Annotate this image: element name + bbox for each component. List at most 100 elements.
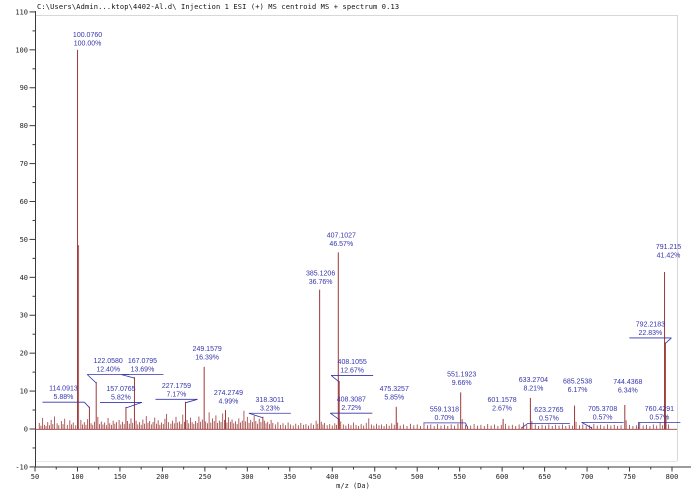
- peak-label-mz: 744.4368: [613, 379, 642, 386]
- peak-label-mz: 318.3011: [256, 397, 285, 404]
- peak-label-mz: 385.1206: [306, 271, 335, 278]
- peak-label-leader-line: [330, 412, 340, 421]
- x-tick-label: 500: [411, 473, 424, 481]
- peak-label: 475.3257 5.85%: [380, 386, 409, 402]
- peak-label-percent: 13.69%: [131, 367, 155, 374]
- x-tick-label: 250: [199, 473, 212, 481]
- peak-label-mz: 475.3257: [380, 386, 409, 393]
- peak-label-leader-line: [185, 398, 198, 404]
- peak-label-leader-line: [121, 374, 135, 379]
- peak-label-percent: 16.39%: [195, 354, 219, 361]
- peak-label: 791.215 41.42%: [656, 244, 681, 260]
- peak-label-percent: 0.57%: [649, 414, 669, 421]
- peak-label-mz: 407.1027: [327, 232, 356, 239]
- y-tick-label: 60: [20, 198, 28, 206]
- x-tick-label: 350: [283, 473, 296, 481]
- peak-label: 744.4368 6.34%: [613, 379, 642, 395]
- peak-label-percent: 7.17%: [167, 391, 187, 398]
- peak-label: 601.1578 2.67%: [488, 397, 517, 413]
- y-tick-label: 80: [20, 122, 28, 130]
- peak-label-mz: 791.215: [656, 244, 681, 251]
- peak-label: 167.0795 13.69%: [128, 358, 157, 374]
- peak-label: 760.4291 0.57%: [645, 406, 674, 422]
- peak-label: 407.1027 46.57%: [327, 232, 356, 248]
- peak-label: 100.0760 100.00%: [73, 32, 102, 48]
- peak-label-mz: 408.3087: [337, 397, 366, 404]
- y-tick-label: -10: [15, 463, 28, 471]
- peak-label: 792.2183 22.83%: [636, 321, 665, 337]
- plot-frame: [35, 15, 678, 462]
- y-tick-label: 110: [15, 8, 28, 16]
- peak-label-mz: 408.1055: [338, 359, 367, 366]
- peak-label-mz: 792.2183: [636, 321, 665, 328]
- peak-label: 122.0580 12.40%: [94, 358, 123, 374]
- peak-label: 551.1923 9.66%: [447, 371, 476, 387]
- x-tick-label: 600: [496, 473, 509, 481]
- peak-label: 633.2704 8.21%: [519, 377, 548, 393]
- peak-label: 318.3011 3.23%: [256, 397, 285, 413]
- peak-label-percent: 6.17%: [568, 387, 588, 394]
- y-tick-label: 30: [20, 312, 28, 320]
- peak-label-mz: 249.1579: [193, 346, 222, 353]
- peak-label: 559.1318 0.70%: [430, 406, 459, 422]
- x-tick-label: 200: [156, 473, 169, 481]
- peak-label-leader-line: [86, 374, 97, 384]
- x-tick-label: 550: [453, 473, 466, 481]
- peak-label-mz: 633.2704: [519, 377, 548, 384]
- peak-label-percent: 100.00%: [74, 40, 102, 47]
- peak-label-leader-line: [665, 337, 672, 344]
- peak-label: 157.0765 5.82%: [106, 386, 135, 402]
- peak-label-mz: 559.1318: [430, 406, 459, 413]
- peak-label-percent: 41.42%: [657, 252, 681, 259]
- peak-label-percent: 3.23%: [260, 405, 280, 412]
- y-tick-label: 90: [20, 84, 28, 92]
- y-tick-label: 40: [20, 274, 28, 282]
- peak-label-percent: 5.88%: [54, 394, 74, 401]
- y-tick-label: 100: [15, 46, 28, 54]
- peak-label-mz: 274.2749: [214, 390, 243, 397]
- peak-label-mz: 601.1578: [488, 397, 517, 404]
- peak-label-mz: 705.3708: [588, 406, 617, 413]
- peak-label-percent: 2.72%: [341, 405, 361, 412]
- peak-label-leader-line: [581, 421, 592, 429]
- peak-label: 408.3087 2.72%: [337, 397, 366, 413]
- peak-label-leader-line: [248, 412, 263, 419]
- y-tick-label: 50: [20, 236, 28, 244]
- peak-label: 623.2765 0.57%: [534, 407, 563, 423]
- peak-label-mz: 551.1923: [447, 371, 476, 378]
- peak-label-mz: 122.0580: [94, 358, 123, 365]
- x-axis-title: m/z (Da): [336, 482, 370, 490]
- peak-label-percent: 22.83%: [639, 330, 663, 337]
- peak-label-percent: 36.76%: [309, 279, 333, 286]
- peak-label: 227.1759 7.17%: [162, 383, 191, 399]
- peak-label: 705.3708 0.57%: [588, 406, 617, 422]
- x-tick-label: 300: [241, 473, 254, 481]
- peak-label-percent: 4.99%: [219, 399, 239, 406]
- peak-label-percent: 2.67%: [492, 405, 512, 412]
- peak-label: 385.1206 36.76%: [306, 271, 335, 287]
- peak-label-leader-line: [521, 423, 529, 429]
- x-tick-label: 400: [326, 473, 339, 481]
- x-tick-label: 450: [368, 473, 381, 481]
- x-tick-label: 100: [71, 473, 84, 481]
- x-tick-label: 700: [581, 473, 594, 481]
- peak-label-percent: 12.40%: [96, 366, 120, 373]
- peak-label-percent: 0.70%: [434, 415, 454, 422]
- y-tick-label: 0: [24, 426, 28, 434]
- peak-label-percent: 5.82%: [111, 394, 131, 401]
- peak-label-mz: 760.4291: [645, 406, 674, 413]
- peak-label: 274.2749 4.99%: [214, 390, 243, 406]
- peak-label-percent: 9.66%: [452, 380, 472, 387]
- peak-label: 408.1055 12.67%: [338, 359, 367, 375]
- peak-label-mz: 114.0913: [49, 386, 78, 393]
- y-tick-label: 70: [20, 160, 28, 168]
- peak-label: 685.2538 6.17%: [563, 379, 592, 395]
- x-tick-label: 750: [623, 473, 636, 481]
- peak-label-percent: 12.67%: [340, 367, 364, 374]
- peak-annotations: 100.0760 100.00% 114.0913 5.88% 122.0580 12.4…: [42, 32, 681, 429]
- peak-label-mz: 167.0795: [128, 358, 157, 365]
- spectrum-peaks: [35, 49, 677, 430]
- peak-label-percent: 46.57%: [329, 241, 353, 248]
- peak-label: 249.1579 16.39%: [193, 346, 222, 362]
